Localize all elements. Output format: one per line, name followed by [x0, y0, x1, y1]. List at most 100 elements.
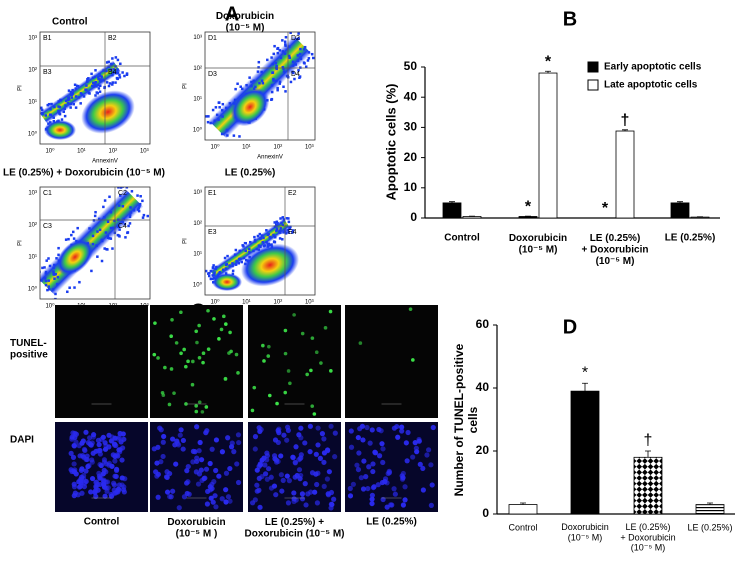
- event: [94, 94, 97, 97]
- cell: [231, 449, 237, 455]
- quadrant-label: C4: [118, 223, 127, 230]
- event: [288, 56, 292, 60]
- event: [299, 47, 302, 51]
- event: [297, 69, 300, 72]
- cell: [170, 488, 176, 494]
- cell: [172, 442, 178, 448]
- cell: [284, 424, 291, 430]
- event: [47, 285, 51, 288]
- density-blob: [240, 243, 300, 287]
- event: [117, 187, 120, 189]
- event: [111, 247, 114, 250]
- axis-label: PI: [183, 83, 189, 89]
- event: [40, 108, 44, 112]
- axis-label: PI: [18, 85, 24, 91]
- event: [299, 57, 303, 61]
- event: [260, 234, 264, 237]
- cell: [93, 493, 99, 500]
- error-bar: [622, 129, 628, 132]
- event: [209, 277, 213, 281]
- cell: [205, 488, 211, 494]
- tick-label: 10¹: [242, 300, 251, 306]
- event: [114, 56, 118, 59]
- event: [242, 245, 245, 248]
- cell: [83, 429, 89, 435]
- cell: [364, 424, 370, 431]
- event: [125, 187, 129, 189]
- cell: [228, 444, 235, 450]
- tick-label: 10³: [193, 35, 202, 41]
- cell: [172, 391, 176, 395]
- cell: [71, 481, 77, 487]
- cell: [426, 447, 432, 453]
- cell: [257, 461, 263, 467]
- cell: [167, 494, 173, 500]
- event: [231, 262, 234, 265]
- cell: [309, 368, 313, 373]
- event: [96, 75, 100, 79]
- bar: [518, 216, 538, 219]
- event: [276, 46, 280, 50]
- cell: [262, 471, 269, 477]
- cell: [319, 431, 326, 437]
- cell: [249, 500, 256, 506]
- event: [40, 279, 43, 282]
- cell: [176, 442, 182, 448]
- event: [289, 32, 292, 35]
- cell: [360, 486, 367, 492]
- cell: [417, 461, 423, 467]
- tick-label: 10⁰: [45, 303, 55, 310]
- cell: [223, 377, 228, 381]
- significance: *: [525, 198, 532, 215]
- event: [108, 195, 111, 199]
- event: [91, 76, 95, 80]
- tick-label: 10⁰: [210, 144, 220, 151]
- event: [211, 274, 214, 277]
- tick-label: 10²: [274, 300, 283, 306]
- event: [53, 277, 56, 280]
- significance: *: [602, 200, 609, 217]
- event: [221, 109, 224, 112]
- event: [45, 259, 48, 262]
- cell: [115, 486, 122, 492]
- cell: [209, 446, 215, 452]
- event: [234, 87, 237, 91]
- cell: [310, 336, 315, 340]
- cell: [69, 434, 75, 440]
- tick-label: 10⁰: [210, 299, 220, 306]
- cell: [174, 341, 179, 345]
- significance: *: [545, 53, 552, 70]
- event: [214, 267, 218, 271]
- event: [119, 194, 122, 197]
- cell: [190, 448, 196, 454]
- cell: [372, 450, 379, 456]
- event: [41, 266, 44, 270]
- cell: [395, 434, 401, 440]
- density: [205, 216, 300, 291]
- error-bar: [545, 70, 551, 74]
- event: [279, 56, 283, 60]
- cell: [400, 470, 406, 477]
- legend-swatch: [587, 79, 599, 91]
- event: [109, 211, 113, 214]
- event: [52, 266, 55, 270]
- event: [279, 217, 282, 220]
- event: [55, 257, 58, 260]
- event: [122, 217, 126, 221]
- event: [141, 216, 145, 219]
- cell: [216, 473, 222, 479]
- cell: [430, 424, 436, 431]
- image-bg: [248, 305, 341, 418]
- event: [115, 72, 119, 75]
- event: [221, 115, 224, 118]
- cell: [160, 453, 166, 460]
- event: [96, 255, 99, 258]
- event: [88, 92, 91, 95]
- event: [217, 118, 220, 121]
- event: [296, 54, 300, 57]
- cell: [236, 371, 240, 375]
- event: [66, 98, 69, 102]
- event: [260, 79, 264, 82]
- cell: [197, 355, 202, 360]
- cell: [227, 465, 233, 472]
